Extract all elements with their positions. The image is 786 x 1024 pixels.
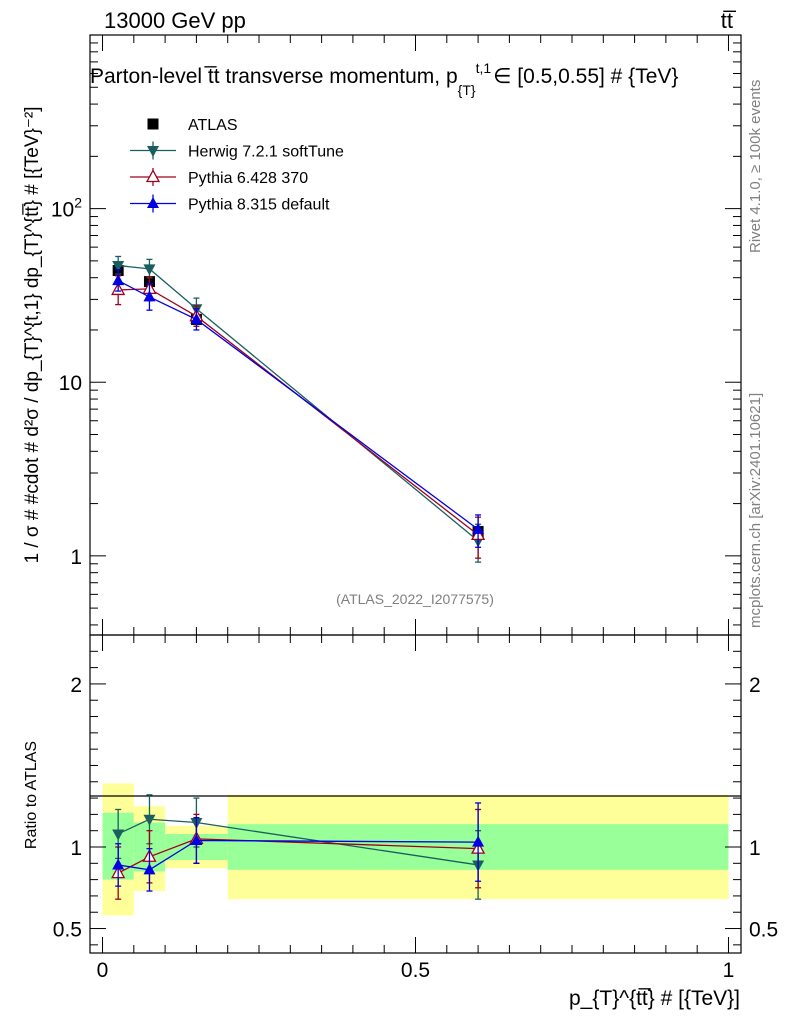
plot-title: Parton-level t̅t transverse momentum, p{…	[90, 60, 678, 98]
pythia-8-315-default-point	[190, 312, 203, 324]
ratio-ytick-label-right: 0.5	[749, 919, 778, 942]
legend-label-pythia-6-428-370: Pythia 6.428 370	[188, 170, 308, 187]
pythia-8-315-default-point	[472, 522, 485, 534]
ratio-frame	[89, 634, 742, 954]
series-herwig-7-2-1-softtune	[112, 255, 485, 563]
series-pythia-8-315-default	[112, 269, 485, 548]
energy-label: 13000 GeV pp	[104, 8, 246, 33]
ratio-ytick-label-left: 2	[70, 674, 82, 697]
herwig-7-2-1-softtune-ratio-point	[112, 829, 125, 841]
ratio-xtick-label: 0	[97, 959, 109, 982]
pythia-8-315-default-ratio-point	[143, 863, 156, 875]
main-ylabel: 1 / σ # #cdot # d²σ / dp_{T}^{t,1} dp_{T…	[22, 107, 43, 564]
rivet-label: Rivet 4.1.0, ≥ 100k events	[747, 80, 764, 253]
legend-marker-pythia-6-428-370	[145, 169, 161, 183]
pythia-8-315-default-point	[143, 290, 156, 302]
legend-label-herwig-7-2-1-softtune: Herwig 7.2.1 softTune	[188, 144, 344, 161]
herwig-7-2-1-softtune-point	[112, 261, 125, 273]
main-ytick-label: 10	[59, 372, 82, 395]
ratio-series-pythia-8-315-default	[112, 802, 485, 892]
legend-label-pythia-8-315-default: Pythia 8.315 default	[188, 197, 330, 214]
main-series	[111, 255, 486, 563]
main-axis-ticks: 1 10 102	[51, 34, 741, 635]
ratio-xlabel: p_{T}^{tt̅} # [{TeV}]	[569, 987, 740, 1010]
ratio-xtick-label: 1	[723, 959, 735, 982]
ratio-panel: 0.5 0.5 1 1 2 2 0 0.5 1 Ratio to ATLAS p_{T}^{tt…	[23, 634, 778, 1010]
main-ytick-label: 102	[51, 195, 82, 222]
herwig-7-2-1-softtune-line	[118, 264, 479, 542]
legend-marker-pythia-8-315-default	[147, 197, 159, 208]
herwig-7-2-1-softtune-ratio-point	[143, 814, 156, 826]
pythia-8-315-default-ratio-point	[190, 833, 203, 845]
ratio-ytick-label-left: 1	[70, 837, 82, 860]
ratio-ytick-label-right: 1	[749, 837, 761, 860]
pythia-8-315-default-ratio-point	[472, 835, 485, 847]
process-label: tt̅	[721, 8, 737, 33]
ratio-xtick-label: 0.5	[401, 959, 430, 982]
ratio-series	[111, 794, 486, 900]
pythia-8-315-default-line	[117, 280, 479, 530]
legend-marker-herwig-7-2-1-softtune	[147, 146, 159, 157]
pythia-6-428-370-ratio-line	[117, 838, 479, 874]
watermark: (ATLAS_2022_I2077575)	[336, 591, 494, 607]
pythia-8-315-default-ratio-line	[118, 839, 479, 871]
pythia-8-315-default-ratio-point	[112, 858, 125, 870]
legend-label-atlas: ATLAS	[188, 117, 238, 134]
mcplots-label: mcplots.cern.ch [arXiv:2401.10621]	[747, 393, 764, 628]
ratio-axis-ticks: 0.5 0.5 1 1 2 2 0 0.5 1	[53, 635, 778, 982]
series-pythia-6-428-370	[111, 275, 486, 559]
main-panel: 1 10 102 (ATLAS_2022_I2077575) 1 / σ # #cd…	[22, 34, 742, 636]
main-ytick-label: 1	[70, 546, 82, 569]
legend: ATLAS Herwig 7.2.1 softTune Pythia 6.428 3…	[130, 117, 344, 214]
ratio-ylabel: Ratio to ATLAS	[23, 741, 40, 849]
pythia-8-315-default-point	[112, 274, 125, 286]
herwig-7-2-1-softtune-point	[143, 264, 156, 276]
ratio-ytick-label-right: 2	[749, 674, 761, 697]
legend-marker-atlas	[147, 118, 159, 130]
pythia-6-428-370-line	[118, 288, 479, 536]
ratio-ytick-label-left: 0.5	[53, 919, 82, 942]
